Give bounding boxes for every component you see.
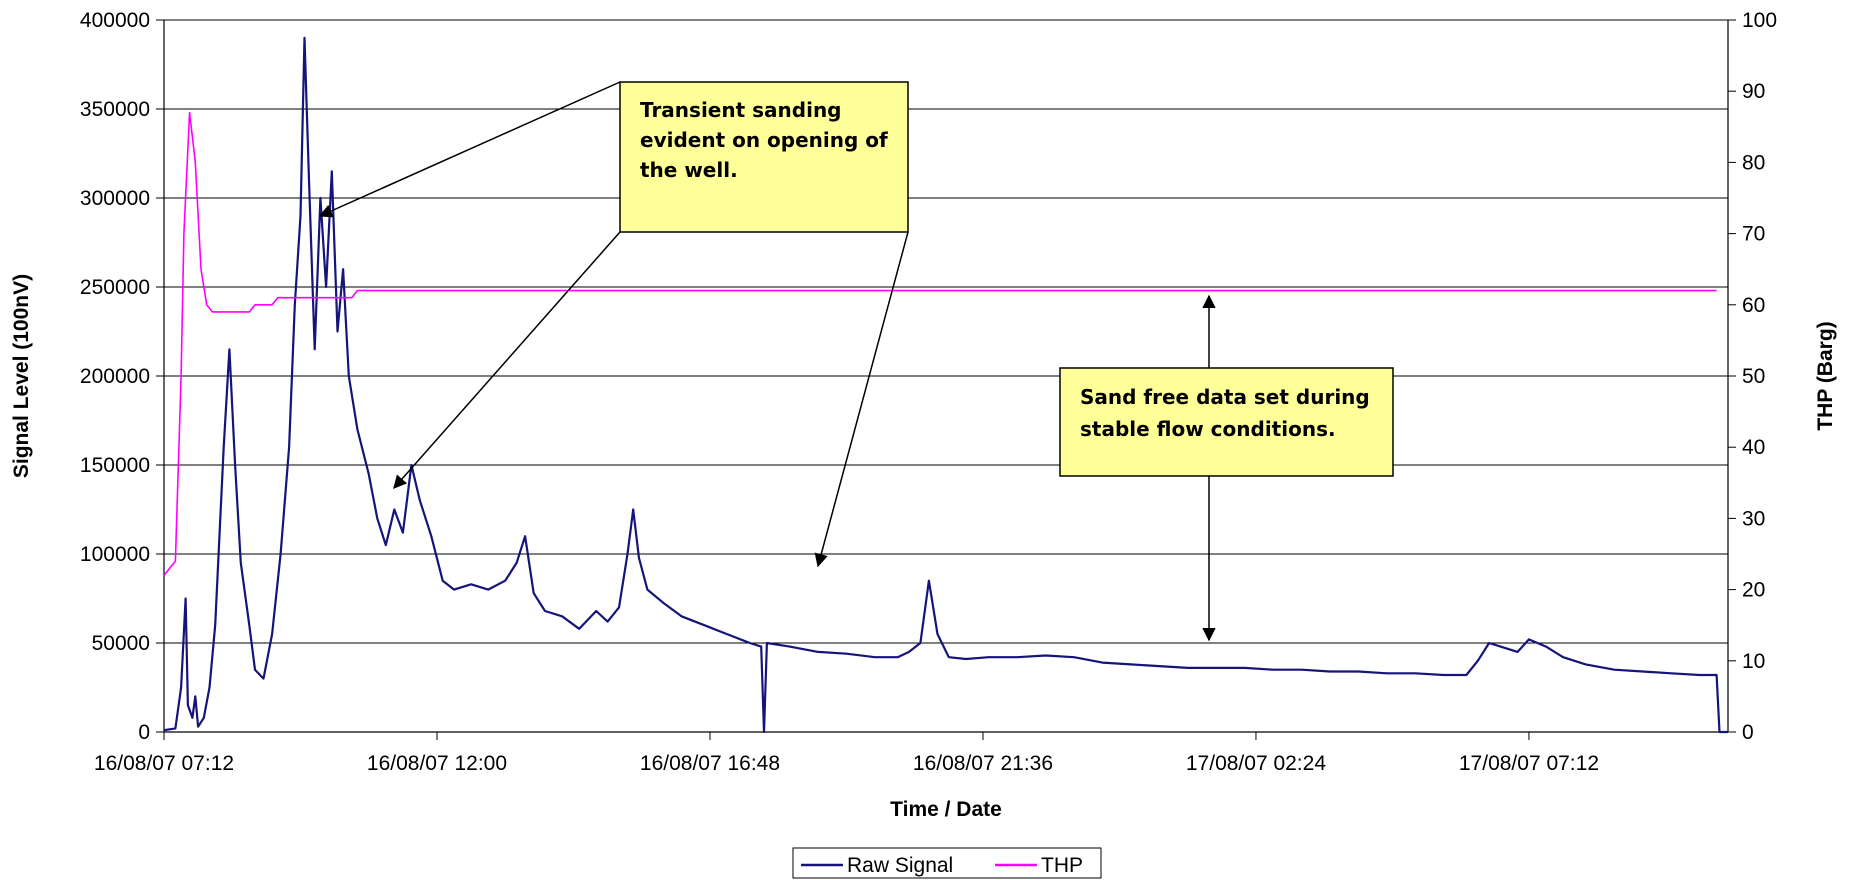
right-tick-label: 0 bbox=[1742, 721, 1754, 744]
x-tick-label: 17/08/07 02:24 bbox=[1186, 752, 1326, 775]
annotation-box bbox=[619, 81, 909, 233]
annotation-arrow bbox=[393, 231, 621, 490]
right-axis-title: THP (Barg) bbox=[1814, 321, 1837, 430]
left-tick-label: 150000 bbox=[80, 454, 150, 477]
x-tick-label: 16/08/07 07:12 bbox=[94, 752, 234, 775]
right-tick-label: 30 bbox=[1742, 507, 1765, 530]
left-axis-title: Signal Level (100nV) bbox=[10, 274, 33, 478]
left-tick-label: 350000 bbox=[80, 98, 150, 121]
right-tick-label: 100 bbox=[1742, 9, 1777, 32]
series-line-raw-signal bbox=[163, 36, 1728, 734]
right-tick-label: 10 bbox=[1742, 650, 1765, 673]
annotation-line: stable flow conditions. bbox=[1080, 417, 1336, 441]
annotation-arrow bbox=[814, 231, 909, 568]
right-axis-ticks: 0 10 20 30 40 50 60 70 80 90 100 bbox=[1728, 9, 1777, 744]
legend-box bbox=[792, 847, 1102, 879]
right-tick-label: 20 bbox=[1742, 579, 1765, 602]
left-tick-label: 300000 bbox=[80, 187, 150, 210]
annotation-box bbox=[1059, 367, 1394, 477]
left-tick-label: 250000 bbox=[80, 276, 150, 299]
series bbox=[163, 36, 1728, 734]
legend: Raw Signal THP bbox=[792, 847, 1102, 879]
left-tick-label: 200000 bbox=[80, 365, 150, 388]
right-tick-label: 70 bbox=[1742, 223, 1765, 246]
gridlines bbox=[164, 19, 1728, 644]
annotation-line: the well. bbox=[640, 158, 738, 182]
right-tick-label: 40 bbox=[1742, 436, 1765, 459]
x-tick-label: 17/08/07 07:12 bbox=[1459, 752, 1599, 775]
annotation-arrow bbox=[318, 81, 621, 218]
x-tick-label: 16/08/07 12:00 bbox=[367, 752, 507, 775]
x-axis-ticks: 16/08/07 07:12 16/08/07 12:00 16/08/07 16:… bbox=[94, 732, 1599, 775]
annotation-transient-sanding: Transient sanding evident on opening of … bbox=[318, 81, 909, 568]
annotation-line: Transient sanding bbox=[640, 98, 842, 122]
legend-label-thp: THP bbox=[1041, 854, 1083, 877]
x-tick-label: 16/08/07 21:36 bbox=[913, 752, 1053, 775]
left-tick-label: 100000 bbox=[80, 543, 150, 566]
left-tick-label: 50000 bbox=[92, 632, 150, 655]
right-tick-label: 50 bbox=[1742, 365, 1765, 388]
left-axis-ticks: 0 50000 100000 150000 200000 250000 300000 3500… bbox=[80, 9, 164, 744]
annotation-line: Sand free data set during bbox=[1080, 385, 1370, 409]
left-tick-label: 400000 bbox=[80, 9, 150, 32]
right-tick-label: 60 bbox=[1742, 294, 1765, 317]
left-tick-label: 0 bbox=[138, 721, 150, 744]
right-tick-label: 90 bbox=[1742, 80, 1765, 103]
legend-label-raw-signal: Raw Signal bbox=[847, 854, 953, 877]
series-line-thp bbox=[163, 111, 1717, 576]
x-axis-title: Time / Date bbox=[890, 798, 1002, 821]
annotation-line: evident on opening of bbox=[640, 128, 888, 152]
annotation-sand-free: Sand free data set during stable flow co… bbox=[1059, 294, 1394, 642]
right-tick-label: 80 bbox=[1742, 151, 1765, 174]
x-tick-label: 16/08/07 16:48 bbox=[640, 752, 780, 775]
